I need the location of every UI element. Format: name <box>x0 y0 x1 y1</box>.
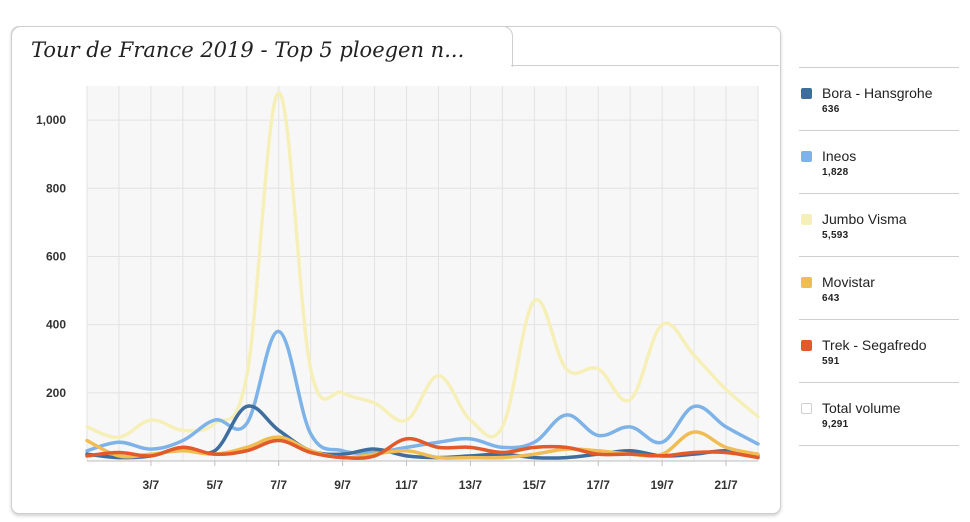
legend-label: Trek - Segafredo <box>822 337 927 353</box>
x-tick-label: 19/7 <box>650 478 674 492</box>
legend-label: Jumbo Visma <box>822 211 907 227</box>
x-tick-label: 11/7 <box>395 478 418 492</box>
legend-item[interactable]: Ineos 1,828 <box>799 131 959 194</box>
tab-divider <box>511 65 779 66</box>
x-tick-label: 9/7 <box>334 478 351 492</box>
legend-item[interactable]: Total volume 9,291 <box>799 383 959 446</box>
legend-label: Bora - Hansgrohe <box>822 85 933 101</box>
legend-top-rule <box>799 67 959 68</box>
y-tick-label: 200 <box>46 386 66 400</box>
legend-swatch <box>801 88 812 99</box>
legend-label: Ineos <box>822 148 857 164</box>
y-tick-label: 800 <box>46 181 66 195</box>
plot-background <box>87 86 758 461</box>
legend-total: 5,593 <box>822 230 849 241</box>
y-tick-label: 600 <box>46 249 66 263</box>
series-line-jumbo-visma <box>85 91 760 439</box>
legend-total: 591 <box>822 356 840 367</box>
legend-total: 643 <box>822 293 840 304</box>
legend-label: Total volume <box>822 400 901 416</box>
legend-item[interactable]: Bora - Hansgrohe 636 <box>799 68 959 131</box>
legend-swatch <box>801 151 812 162</box>
legend-item[interactable]: Movistar 643 <box>799 257 959 320</box>
x-tick-label: 13/7 <box>459 478 483 492</box>
line-chart: 200 400 600 800 1,000 3/7 5/7 7/7 9/7 11/7 13/7 15/… <box>36 86 760 492</box>
legend-label: Movistar <box>822 274 875 290</box>
series-line-ineos <box>85 329 760 455</box>
series-layer <box>85 91 760 460</box>
legend-swatch <box>801 340 812 351</box>
legend-swatch <box>801 403 812 414</box>
legend-total: 9,291 <box>822 419 849 430</box>
x-tick-label: 3/7 <box>143 478 160 492</box>
x-tick-label: 5/7 <box>206 478 223 492</box>
legend-total: 1,828 <box>822 167 849 178</box>
title-tab-gap <box>12 64 511 68</box>
x-tick-label: 15/7 <box>523 478 547 492</box>
grid-lines <box>86 86 759 461</box>
x-tick-label: 7/7 <box>270 478 287 492</box>
plot-area <box>86 86 759 461</box>
legend-item[interactable]: Trek - Segafredo 591 <box>799 320 959 383</box>
chart-title: Tour de France 2019 - Top 5 ploegen n... <box>31 38 465 62</box>
y-tick-label: 400 <box>46 318 66 332</box>
legend-total: 636 <box>822 104 840 115</box>
legend-item[interactable]: Jumbo Visma 5,593 <box>799 194 959 257</box>
legend: Bora - Hansgrohe 636 Ineos 1,828 Jumbo Visma… <box>799 68 959 446</box>
axis-layer: 200 400 600 800 1,000 3/7 5/7 7/7 9/7 11/7 13/7 15/… <box>36 113 758 492</box>
title-tab <box>11 26 513 67</box>
legend-swatch <box>801 277 812 288</box>
legend-swatch <box>801 214 812 225</box>
x-tick-label: 21/7 <box>714 478 738 492</box>
x-tick-label: 17/7 <box>587 478 611 492</box>
series-line-trek-segafredo <box>85 436 760 460</box>
y-tick-label: 1,000 <box>36 113 66 127</box>
